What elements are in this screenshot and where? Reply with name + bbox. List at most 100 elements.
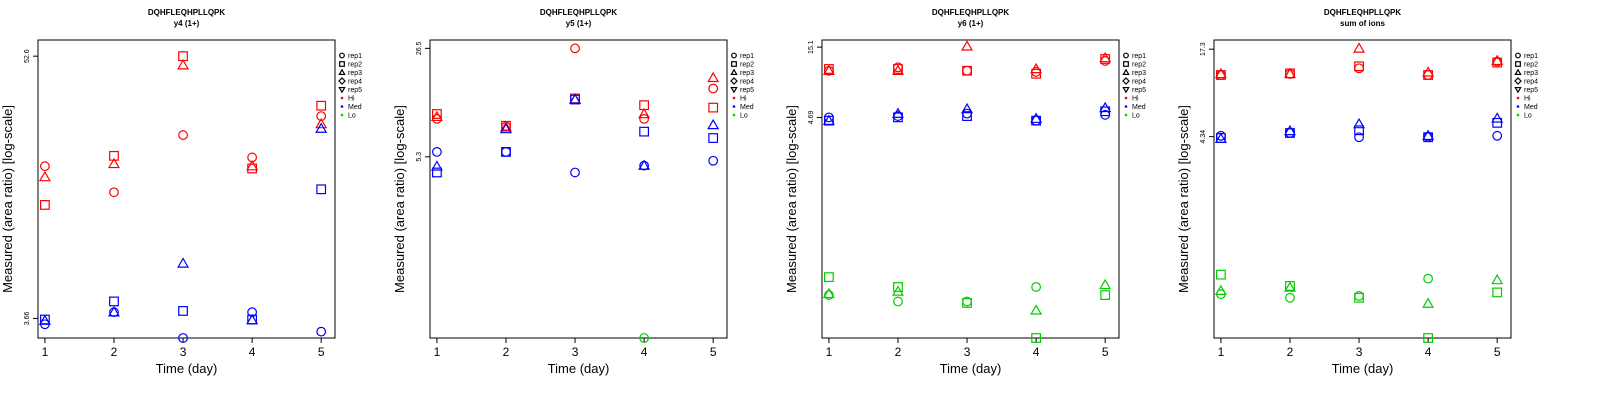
data-point: [178, 333, 188, 343]
x-tick-label: 1: [42, 345, 49, 359]
data-point: [1283, 124, 1296, 136]
data-point: [962, 65, 972, 76]
y-axis-label: Measured (area ratio) [log-scale]: [1176, 105, 1191, 293]
data-point: [1099, 278, 1112, 290]
chart-title: DQHFLEQHPLLQPK: [1324, 8, 1402, 17]
x-tick-label: 3: [1356, 345, 1363, 359]
data-point: [1491, 273, 1504, 285]
data-point: [38, 314, 51, 325]
legend-entry: Lo: [740, 113, 748, 120]
data-point: [501, 146, 511, 157]
x-tick-label: 3: [964, 345, 971, 359]
data-point: [570, 167, 580, 178]
x-tick-label: 5: [318, 345, 325, 359]
legend-entry: rep5: [1524, 87, 1538, 94]
legend-marker: [1516, 113, 1520, 117]
legend-marker: [338, 77, 346, 85]
legend-marker: [732, 96, 736, 100]
x-tick-label: 4: [641, 345, 648, 359]
data-point: [246, 160, 259, 171]
y-axis-label: Measured (area ratio) [log-scale]: [784, 105, 799, 293]
x-tick-label: 1: [1218, 345, 1225, 359]
data-point: [1031, 115, 1042, 126]
data-point: [501, 146, 511, 157]
data-point: [893, 296, 903, 307]
legend-entry: rep1: [348, 53, 362, 60]
legend-entry: Lo: [1132, 113, 1140, 120]
x-axis-label: Time (day): [156, 361, 218, 376]
legend-entry: rep3: [1132, 70, 1146, 77]
legend-marker: [730, 68, 738, 76]
data-point: [1285, 292, 1295, 303]
legend-marker: [1515, 61, 1521, 67]
data-point: [1422, 129, 1435, 141]
data-point: [109, 296, 119, 307]
data-point: [432, 109, 442, 119]
data-point: [639, 126, 650, 137]
legend-marker: [1516, 105, 1520, 108]
data-point: [107, 157, 120, 169]
legend-marker: [338, 86, 346, 94]
legend-entry: Hi: [1524, 96, 1531, 103]
data-point: [1214, 67, 1227, 79]
legend-marker: [1514, 86, 1522, 94]
legend-entry: rep1: [1132, 53, 1146, 60]
data-point: [430, 110, 443, 122]
data-point: [1216, 70, 1226, 80]
data-point: [1353, 117, 1366, 129]
legend-marker: [340, 113, 344, 117]
legend-entry: Lo: [1524, 113, 1532, 120]
legend-entry: rep4: [740, 79, 754, 86]
chart-panel-3: DQHFLEQHPLLQPK y6 (1+) 1 2 3 4 5 Time (day) 4.69…: [784, 8, 1146, 376]
data-point: [109, 187, 119, 198]
y-axis-label: Measured (area ratio) [log-scale]: [0, 105, 15, 293]
legend-entry: Med: [348, 104, 362, 111]
legend-marker: [730, 77, 738, 85]
legend-entry: rep5: [348, 87, 362, 94]
legend-marker: [1122, 77, 1130, 85]
x-tick-label: 2: [895, 345, 902, 359]
data-point: [962, 111, 972, 121]
data-point: [962, 108, 972, 119]
x-tick-label: 4: [1033, 345, 1040, 359]
legend-marker: [339, 52, 345, 59]
chart-panel-1: DQHFLEQHPLLQPK y4 (1+) 1 2 3 4 5 Time (day) 3.66…: [0, 8, 362, 376]
y-tick-label: 4.34: [1200, 130, 1207, 144]
data-point: [178, 306, 188, 316]
data-point: [1030, 62, 1043, 74]
legend-entry: Med: [740, 104, 754, 111]
legend-marker: [1516, 96, 1520, 100]
legend-marker: [1122, 86, 1130, 94]
data-point: [893, 282, 903, 292]
data-point: [316, 184, 327, 195]
data-point: [1423, 333, 1434, 343]
legend-marker: [1514, 77, 1522, 85]
data-point: [1031, 282, 1042, 292]
data-point: [178, 130, 188, 140]
legend-marker: [340, 105, 344, 108]
data-point: [246, 313, 259, 325]
data-point: [1099, 51, 1112, 63]
data-point: [1492, 287, 1503, 298]
legend-marker: [1124, 113, 1128, 117]
chart-title: DQHFLEQHPLLQPK: [932, 8, 1010, 17]
data-point: [40, 200, 50, 210]
data-point: [891, 64, 904, 75]
chart-subtitle: y4 (1+): [174, 19, 200, 28]
x-tick-label: 1: [826, 345, 833, 359]
x-axis-label: Time (day): [940, 361, 1002, 376]
data-point: [315, 117, 328, 129]
legend-marker: [340, 96, 344, 100]
data-point: [432, 146, 442, 157]
legend-entry: Hi: [1132, 96, 1139, 103]
data-point: [1216, 269, 1226, 280]
legend-marker: [1122, 68, 1130, 76]
data-point: [708, 102, 719, 113]
legend-marker: [1515, 52, 1521, 59]
data-point: [824, 272, 834, 283]
data-point: [1030, 304, 1043, 315]
y-tick-label: 5.3: [416, 152, 423, 162]
legend-entry: Med: [1132, 104, 1146, 111]
y-tick-label: 4.69: [808, 111, 815, 125]
x-axis-label: Time (day): [548, 361, 610, 376]
